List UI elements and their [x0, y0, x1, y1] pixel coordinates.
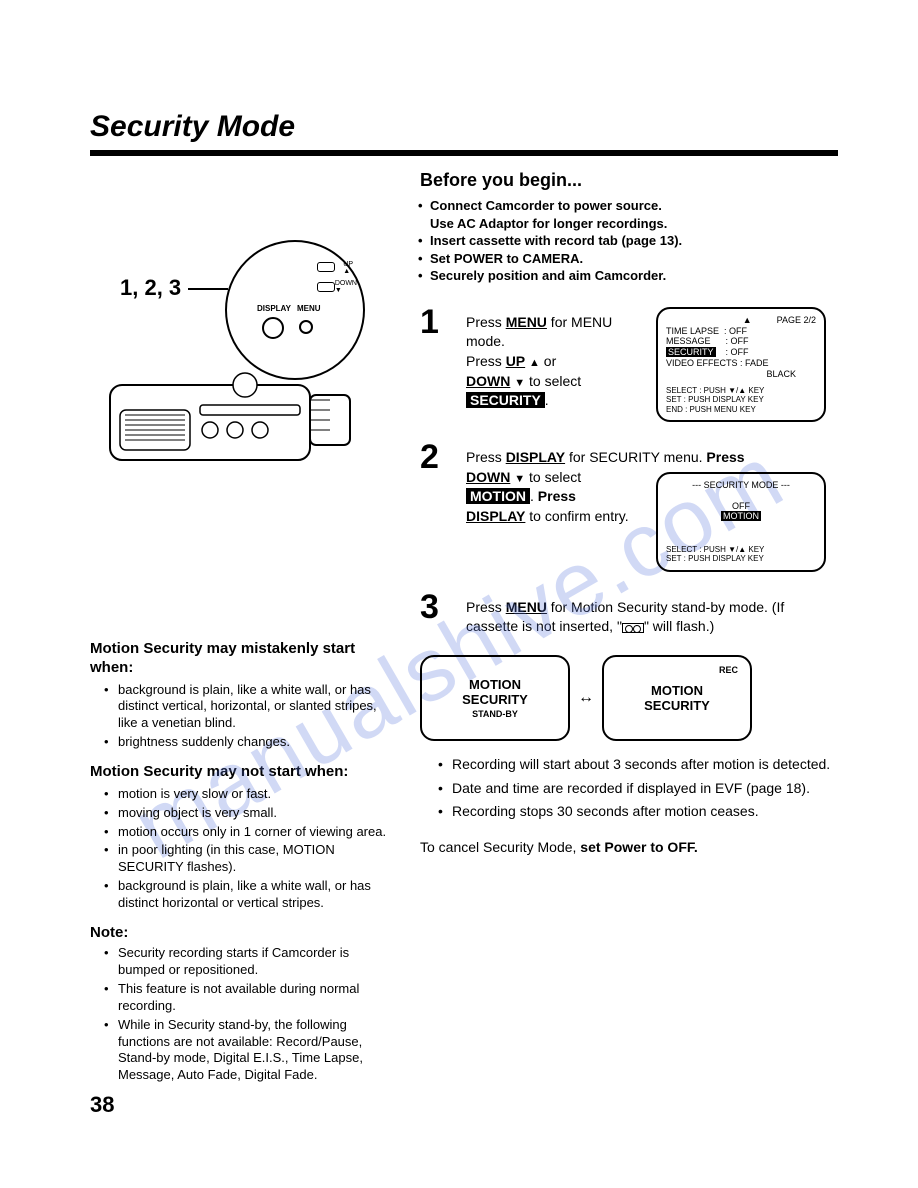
step-3-body: Press MENU for Motion Security stand-by …	[466, 590, 838, 637]
list-item: Set POWER to CAMERA.	[420, 250, 838, 268]
page-number: 38	[90, 1092, 114, 1118]
camcorder-diagram: 1, 2, 3 UP▲ DOWN▼ DISPLAY MENU	[90, 260, 390, 500]
list-item: Securely position and aim Camcorder.	[420, 267, 838, 285]
before-you-begin-list: Connect Camcorder to power source. Use A…	[420, 197, 838, 285]
marker-leader-line	[188, 288, 228, 290]
double-arrow-icon: ↔	[578, 689, 594, 707]
not-start-heading: Motion Security may not start when:	[90, 763, 390, 782]
before-you-begin-heading: Before you begin...	[420, 170, 838, 191]
not-start-list: motion is very slow or fast. moving obje…	[108, 786, 390, 912]
list-item: moving object is very small.	[108, 805, 390, 822]
page-title: Security Mode	[90, 110, 838, 144]
down-label: DOWN▼	[335, 280, 357, 294]
cancel-instruction: To cancel Security Mode, set Power to OF…	[420, 838, 838, 858]
list-item: Insert cassette with record tab (page 13…	[420, 232, 838, 250]
control-bubble: UP▲ DOWN▼ DISPLAY MENU	[225, 240, 365, 380]
list-item: Use AC Adaptor for longer recordings.	[420, 215, 838, 233]
menu-button-icon	[299, 320, 313, 334]
mistakenly-start-heading: Motion Security may mistakenly start whe…	[90, 640, 390, 678]
list-item: Date and time are recorded if displayed …	[442, 779, 838, 799]
list-item: motion occurs only in 1 corner of viewin…	[108, 824, 390, 841]
step-2-screen: --- SECURITY MODE --- OFF MOTION SELECT …	[656, 472, 826, 572]
menu-label: MENU	[297, 304, 321, 313]
up-button-icon	[317, 262, 335, 272]
list-item: background is plain, like a white wall, …	[108, 878, 390, 912]
list-item: in poor lighting (in this case, MOTION S…	[108, 842, 390, 876]
list-item: Recording stops 30 seconds after motion …	[442, 802, 838, 822]
mistakenly-start-list: background is plain, like a white wall, …	[108, 682, 390, 752]
list-item: Security recording starts if Camcorder i…	[108, 945, 390, 979]
display-button-icon	[262, 317, 284, 339]
down-button-icon	[317, 282, 335, 292]
note-heading: Note:	[90, 924, 390, 941]
state-rec: REC MOTION SECURITY	[602, 655, 752, 741]
step-1: 1 ▲ PAGE 2/2 TIME LAPSE : OFF MESSAGE : …	[420, 305, 838, 423]
list-item: brightness suddenly changes.	[108, 734, 390, 751]
step-2-body: Press DISPLAY for SECURITY menu. --- SEC…	[466, 440, 826, 572]
step-1-screen: ▲ PAGE 2/2 TIME LAPSE : OFF MESSAGE : OF…	[656, 307, 826, 423]
note-list: Security recording starts if Camcorder i…	[108, 945, 390, 1084]
cassette-icon	[622, 623, 644, 633]
state-boxes: MOTION SECURITY STAND-BY ↔ REC MOTION SE…	[420, 655, 838, 741]
list-item: background is plain, like a white wall, …	[108, 682, 390, 733]
list-item: This feature is not available during nor…	[108, 981, 390, 1015]
left-column: 1, 2, 3 UP▲ DOWN▼ DISPLAY MENU	[90, 170, 390, 1096]
list-item: Connect Camcorder to power source.	[420, 197, 838, 215]
step-3: 3 Press MENU for Motion Security stand-b…	[420, 590, 838, 637]
list-item: Recording will start about 3 seconds aft…	[442, 755, 838, 775]
step-1-body: ▲ PAGE 2/2 TIME LAPSE : OFF MESSAGE : OF…	[466, 305, 826, 423]
right-column: Before you begin... Connect Camcorder to…	[420, 170, 838, 1096]
step-2-number: 2	[420, 440, 454, 474]
list-item: While in Security stand-by, the followin…	[108, 1017, 390, 1085]
step-1-number: 1	[420, 305, 454, 339]
state-standby: MOTION SECURITY STAND-BY	[420, 655, 570, 741]
list-item: motion is very slow or fast.	[108, 786, 390, 803]
main-columns: 1, 2, 3 UP▲ DOWN▼ DISPLAY MENU	[90, 170, 838, 1096]
up-label: UP▲	[343, 261, 353, 275]
display-label: DISPLAY	[257, 304, 291, 313]
step-3-notes: Recording will start about 3 seconds aft…	[442, 755, 838, 822]
step-3-number: 3	[420, 590, 454, 624]
step-marker-123: 1, 2, 3	[120, 275, 181, 301]
title-rule	[90, 150, 838, 156]
step-2: 2 Press DISPLAY for SECURITY menu. --- S…	[420, 440, 838, 572]
